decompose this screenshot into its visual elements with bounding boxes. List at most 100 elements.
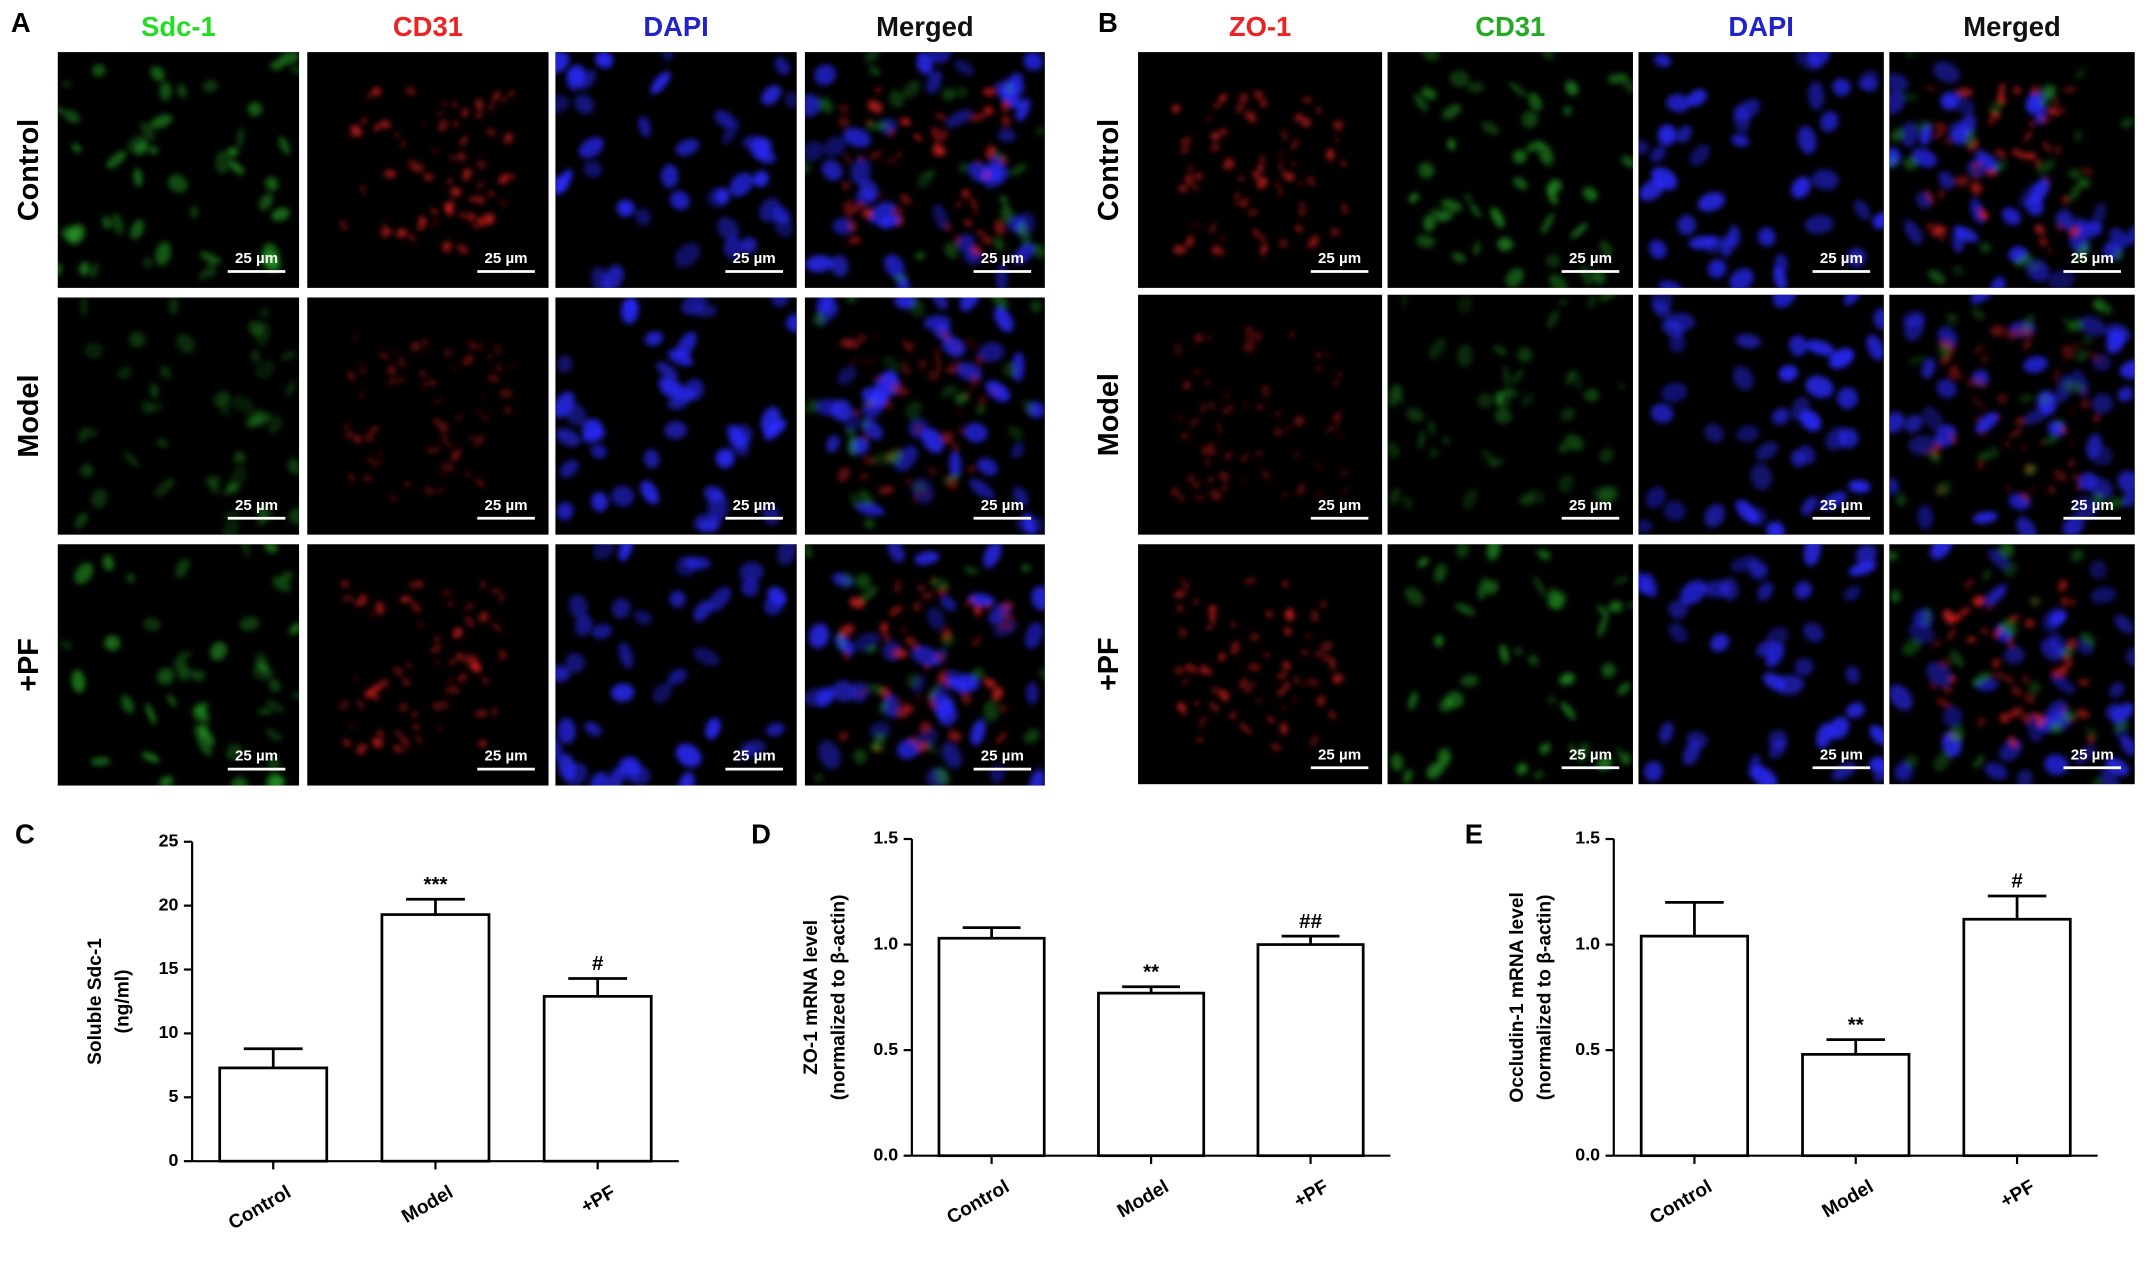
stain	[406, 233, 417, 242]
stain	[473, 435, 485, 446]
stain	[492, 91, 500, 102]
stain	[1251, 683, 1257, 687]
annotation: #	[2011, 870, 2023, 893]
stain	[917, 358, 928, 370]
stain-layer	[804, 52, 1045, 288]
stain	[2090, 586, 2117, 604]
y-tick-label: 0.0	[1575, 1144, 1600, 1164]
stain	[2023, 693, 2036, 704]
scale-bar-label: 25 µm	[2071, 746, 2114, 763]
stain	[1277, 186, 1284, 199]
stain	[1189, 222, 1203, 228]
stain	[2060, 705, 2068, 713]
stain	[403, 480, 412, 488]
stain	[498, 649, 506, 657]
stain	[437, 111, 443, 118]
stain	[1927, 223, 1933, 230]
stain	[474, 477, 485, 488]
stain	[90, 262, 99, 279]
stain	[808, 623, 830, 649]
stain	[1750, 463, 1772, 491]
stain	[2061, 344, 2074, 360]
stain	[1936, 698, 1952, 707]
stain	[1256, 698, 1262, 703]
stain	[1986, 169, 1997, 177]
stain	[2017, 152, 2032, 159]
stain	[1207, 447, 1217, 455]
micrograph: 25 µm	[1889, 52, 2135, 288]
stain	[200, 710, 211, 728]
stain	[2055, 665, 2069, 678]
stain	[90, 488, 108, 509]
micrograph: 25 µm	[1638, 294, 1884, 535]
stain	[1021, 399, 1036, 416]
stain	[417, 218, 426, 232]
stain	[1282, 491, 1288, 500]
stain	[1597, 614, 1609, 638]
stain	[2025, 195, 2044, 216]
stain	[1193, 495, 1205, 501]
stain	[481, 676, 489, 685]
stain	[1274, 428, 1283, 437]
stain	[766, 723, 785, 737]
stain	[1421, 87, 1437, 100]
stain	[926, 742, 939, 755]
stain	[2091, 202, 2107, 229]
stain	[1476, 392, 1494, 409]
stain-layer	[74, 297, 300, 535]
stain	[342, 422, 352, 430]
stain	[1546, 186, 1558, 206]
stain	[462, 168, 473, 177]
stain	[972, 212, 977, 217]
stain	[256, 708, 274, 715]
stain	[831, 680, 856, 702]
stain	[559, 459, 579, 478]
stain	[959, 297, 980, 312]
stain	[1218, 652, 1226, 662]
stain	[956, 86, 969, 99]
stain	[957, 233, 975, 252]
stain	[1669, 334, 1686, 353]
micrograph: 25 µm	[307, 52, 549, 288]
stain	[740, 237, 757, 255]
stain	[977, 457, 998, 476]
stain	[964, 597, 975, 607]
stain	[1519, 494, 1535, 506]
stain	[1240, 722, 1245, 730]
stain	[555, 427, 581, 447]
stain	[1965, 606, 1972, 614]
stain	[2047, 485, 2057, 495]
stain	[2075, 349, 2088, 362]
stain	[1541, 52, 1556, 60]
stain	[90, 757, 111, 766]
stain	[365, 456, 376, 464]
stain	[373, 123, 380, 132]
stain	[683, 557, 711, 570]
stain	[705, 717, 721, 740]
stain	[375, 601, 385, 616]
stain	[1434, 635, 1444, 647]
stain	[1940, 93, 1957, 111]
y-tick-label: 1.0	[1575, 933, 1600, 953]
stain	[2053, 419, 2065, 429]
stain	[1926, 661, 1953, 687]
stain	[347, 371, 355, 382]
stain	[1969, 182, 1981, 188]
stain	[1211, 143, 1220, 152]
stain	[1828, 348, 1855, 369]
stain	[457, 244, 469, 255]
stain	[1292, 697, 1297, 702]
stain	[837, 467, 851, 482]
stain	[943, 473, 961, 484]
stain	[555, 175, 568, 193]
stain	[555, 665, 570, 682]
stain	[1599, 240, 1613, 258]
stain	[1426, 762, 1444, 779]
stain	[2005, 675, 2014, 684]
stain	[1992, 658, 2001, 668]
stain	[1791, 396, 1810, 422]
stain	[1221, 484, 1229, 492]
panel-label: C	[15, 819, 35, 850]
stain	[848, 220, 857, 233]
stain	[466, 339, 472, 345]
